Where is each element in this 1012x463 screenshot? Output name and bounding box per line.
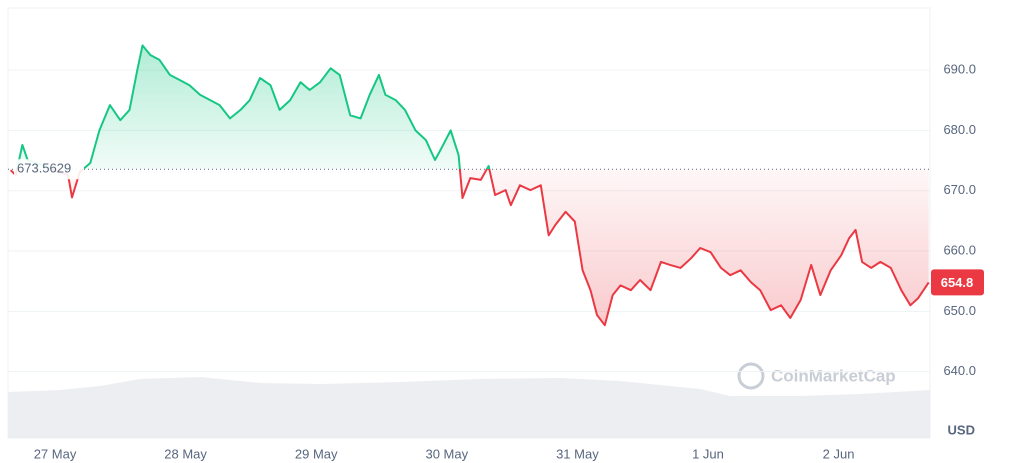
- currency-label: USD: [948, 422, 975, 437]
- watermark-text: CoinMarketCap: [771, 366, 896, 385]
- x-tick-label: 28 May: [164, 446, 207, 461]
- current-price-tag: [931, 269, 984, 296]
- x-tick-label: 31 May: [556, 446, 599, 461]
- volume-area: [8, 377, 930, 438]
- y-tick-label: 660.0: [943, 242, 976, 257]
- price-line: [9, 44, 930, 327]
- x-tick-label: 2 Jun: [823, 446, 855, 461]
- x-tick-label: 30 May: [425, 446, 468, 461]
- y-tick-label: 680.0: [943, 122, 976, 137]
- baseline-label: 673.5629: [17, 161, 71, 176]
- watermark-logo: [737, 362, 765, 390]
- watermark: CoinMarketCap: [737, 362, 896, 390]
- x-tick-label: 29 May: [295, 446, 338, 461]
- x-tick-label: 27 May: [34, 446, 77, 461]
- y-tick-label: 690.0: [943, 62, 976, 77]
- y-tick-label: 650.0: [943, 303, 976, 318]
- price-area: [10, 45, 929, 326]
- x-tick-label: 1 Jun: [692, 446, 724, 461]
- baseline-label-bg: [14, 159, 84, 180]
- current-price-label: 654.8: [941, 275, 974, 290]
- y-tick-label: 670.0: [943, 182, 976, 197]
- y-tick-label: 640.0: [943, 363, 976, 378]
